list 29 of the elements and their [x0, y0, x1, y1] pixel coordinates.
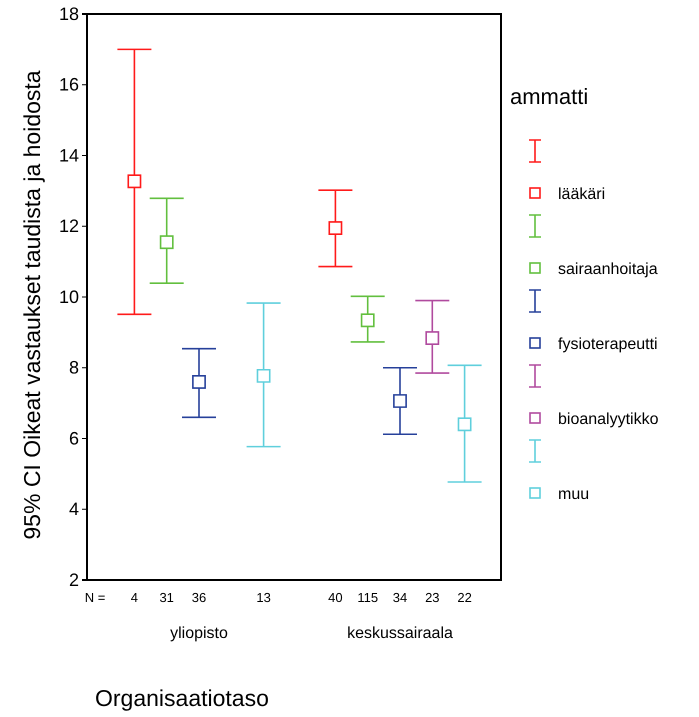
- y-tick-label: 8: [68, 358, 79, 378]
- legend-label: fysioterapeutti: [558, 336, 658, 353]
- y-tick-label: 12: [58, 216, 79, 236]
- y-tick-label: 6: [68, 428, 79, 448]
- x-tick-label: yliopisto: [170, 625, 228, 642]
- legend-label: bioanalyytikko: [558, 411, 659, 428]
- text: 23: [425, 590, 440, 605]
- legend-label: lääkäri: [558, 186, 606, 203]
- text: 22: [457, 590, 472, 605]
- x-tick-label: keskussairaala: [347, 625, 454, 642]
- text: 115: [357, 590, 378, 605]
- x-axis-title: Organisaatiotaso: [95, 685, 269, 711]
- text: 13: [256, 590, 271, 605]
- text: 31: [159, 590, 174, 605]
- y-tick-label: 2: [68, 570, 79, 590]
- text: 4: [130, 590, 138, 605]
- text: N =: [84, 590, 106, 605]
- y-tick-label: 10: [58, 286, 79, 307]
- y-axis-title: 95% CI Oikeat vastaukset taudista ja hoidosta: [19, 70, 45, 540]
- y-tick-label: 16: [58, 74, 79, 95]
- y-tick-label: 4: [68, 499, 79, 520]
- y-tick-label: 14: [58, 145, 79, 166]
- text: 34: [392, 590, 408, 605]
- legend-label: sairaanhoitaja: [558, 261, 658, 278]
- y-tick-label: 18: [58, 4, 79, 24]
- text: 40: [328, 590, 343, 605]
- legend-title: ammatti: [510, 84, 588, 109]
- text: 36: [192, 590, 206, 605]
- legend-label: muu: [558, 486, 590, 503]
